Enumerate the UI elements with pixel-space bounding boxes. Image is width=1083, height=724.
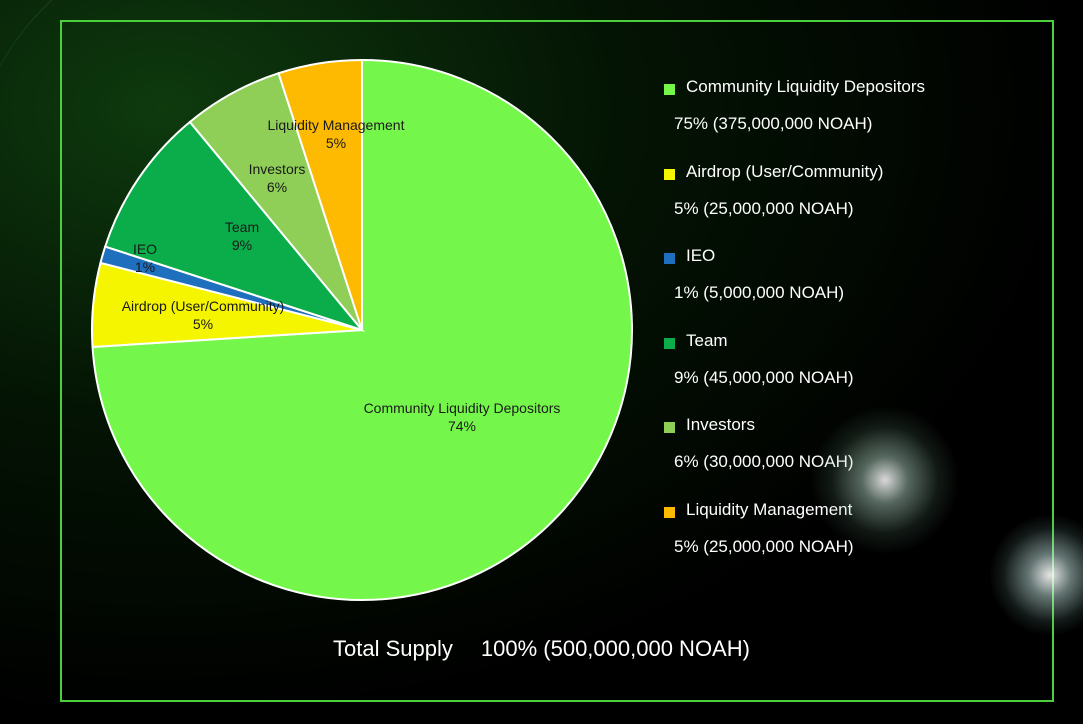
legend-item: Community Liquidity Depositors 75% (375,… (664, 76, 1024, 161)
legend-value: 6% (30,000,000 NOAH) (674, 452, 854, 472)
legend-value: 1% (5,000,000 NOAH) (674, 283, 845, 303)
pie-slice (277, 58, 363, 331)
legend-label: Team (686, 330, 728, 350)
legend-label: IEO (686, 246, 716, 266)
slice-label: IEO (133, 241, 157, 257)
slice-label: Community Liquidity Depositors (364, 400, 561, 416)
slice-percent-label: 5% (326, 135, 346, 151)
legend-item: Team 9% (45,000,000 NOAH) (664, 330, 1024, 415)
total-supply-value: 100% (500,000,000 NOAH) (480, 636, 750, 661)
legend-value: 5% (25,000,000 NOAH) (674, 536, 854, 556)
slice-percent-label: 9% (232, 237, 252, 253)
legend-value: 75% (375,000,000 NOAH) (674, 114, 873, 133)
total-supply-label: Total Supply (333, 636, 453, 661)
slice-label: Team (225, 219, 259, 235)
legend-label: Investors (686, 415, 755, 435)
legend-value: 5% (25,000,000 NOAH) (674, 198, 854, 218)
total-supply: Total Supply 100% (500,000,000 NOAH) (0, 636, 1083, 662)
legend-item: Liquidity Management 5% (25,000,000 NOAH… (664, 499, 1024, 584)
slice-label: Liquidity Management (268, 117, 405, 133)
slice-percent-label: 1% (135, 259, 155, 275)
legend-item: Airdrop (User/Community) 5% (25,000,000 … (664, 161, 1024, 246)
legend-item: Investors 6% (30,000,000 NOAH) (664, 414, 1024, 499)
legend-swatch (664, 337, 675, 349)
slice-label: Investors (249, 161, 306, 177)
legend-swatch (664, 168, 675, 180)
chart-frame (60, 20, 1054, 702)
legend-value: 9% (45,000,000 NOAH) (674, 367, 854, 387)
legend: Community Liquidity Depositors 75% (375,… (664, 76, 1024, 584)
slice-percent-label: 5% (193, 316, 213, 332)
slice-percent-label: 74% (448, 418, 476, 434)
pie-slice (103, 120, 365, 333)
slice-percent-label: 6% (267, 179, 287, 195)
legend-label: Airdrop (User/Community) (686, 161, 884, 181)
legend-label: Liquidity Management (686, 499, 853, 519)
legend-swatch (664, 422, 675, 434)
legend-swatch (664, 506, 675, 518)
legend-swatch (664, 84, 675, 95)
legend-label: Community Liquidity Depositors (686, 77, 926, 96)
slice-label: Airdrop (User/Community) (122, 298, 285, 314)
legend-item: IEO 1% (5,000,000 NOAH) (664, 245, 1024, 330)
legend-swatch (664, 253, 675, 265)
